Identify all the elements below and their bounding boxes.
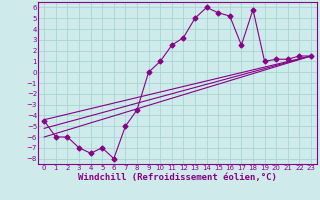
- X-axis label: Windchill (Refroidissement éolien,°C): Windchill (Refroidissement éolien,°C): [78, 173, 277, 182]
